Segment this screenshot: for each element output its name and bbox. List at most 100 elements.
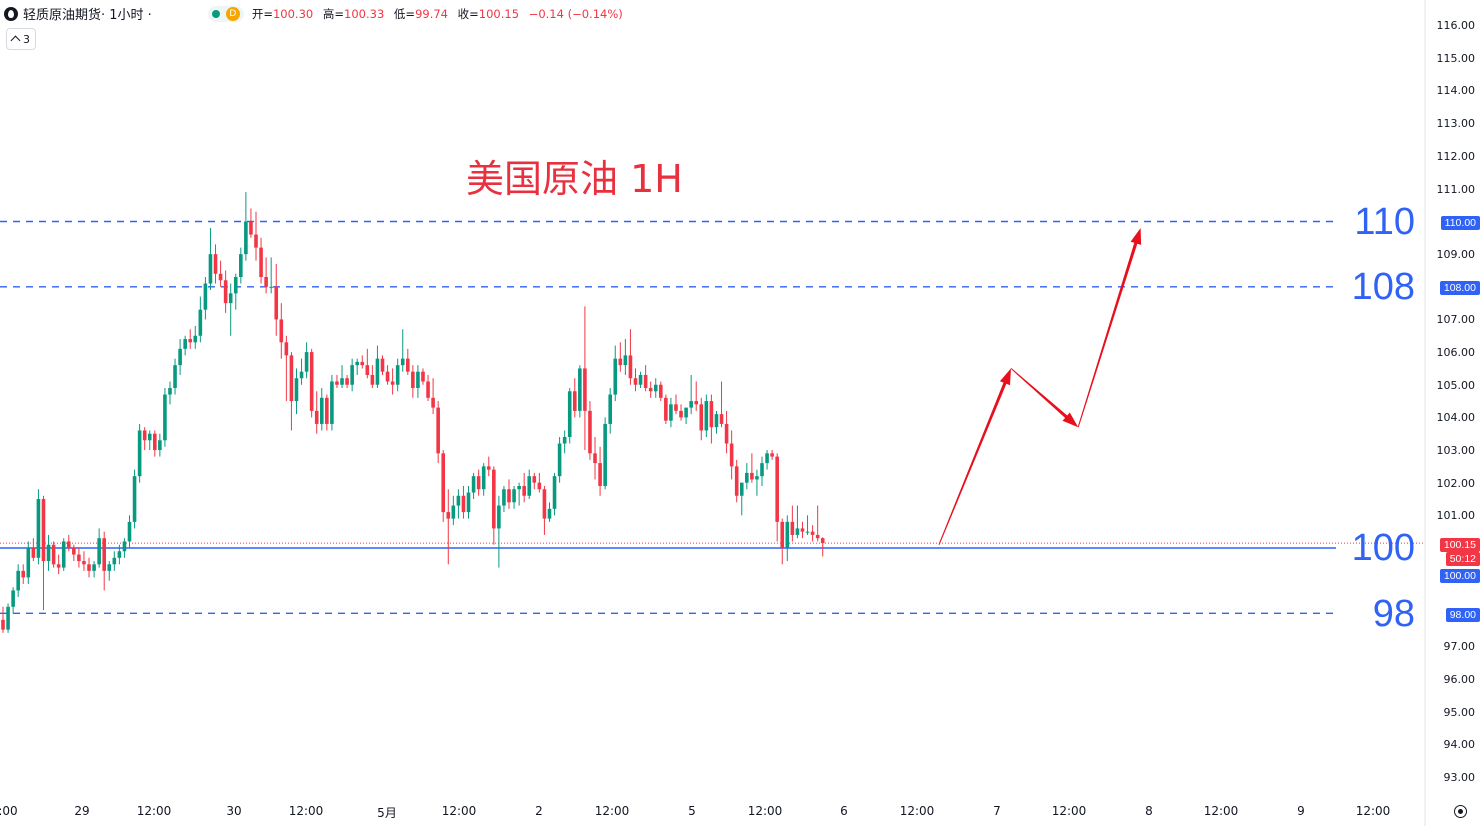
candle-body: [345, 378, 349, 385]
delayed-data-badge: D: [225, 6, 240, 21]
candle-body: [259, 247, 263, 278]
candle-body: [608, 394, 612, 424]
candle-body: [254, 234, 258, 248]
time-tick: 9: [1297, 804, 1305, 818]
time-tick: 12:00: [1355, 804, 1391, 818]
candle-body: [815, 534, 820, 539]
symbol-name[interactable]: 轻质原油期货: [23, 8, 102, 23]
candle-body: [390, 381, 395, 385]
current-price-badge: 100.15: [1439, 538, 1480, 552]
candle-body: [593, 453, 597, 464]
candle-body: [441, 453, 446, 513]
candle-body: [335, 381, 339, 385]
candle-body: [481, 466, 486, 490]
level-label-110[interactable]: 110: [1354, 201, 1415, 243]
candle-body: [719, 414, 724, 424]
market-status-pill[interactable]: D: [207, 5, 244, 22]
candle-body: [319, 397, 324, 424]
time-tick: 2: [535, 804, 543, 818]
candle-body: [714, 414, 719, 428]
candle-body: [456, 495, 461, 506]
candle-body: [193, 335, 198, 343]
interval-label[interactable]: · 1小时 ·: [101, 8, 152, 23]
candle-body: [638, 374, 643, 385]
price-tick: 102.00: [1436, 477, 1476, 490]
candle-body: [385, 371, 390, 382]
candle-body: [137, 430, 142, 477]
candle-body: [213, 254, 218, 274]
candle-body: [228, 293, 233, 304]
candle-body: [340, 378, 344, 385]
candle-body: [684, 407, 688, 418]
candle-body: [497, 505, 501, 529]
projection-arrows-layer: [938, 228, 1142, 545]
candle-body: [426, 381, 430, 398]
axis-settings-gear-icon[interactable]: [1454, 805, 1467, 818]
candle-body: [618, 358, 623, 366]
candle-body: [750, 472, 754, 480]
candle-body: [552, 476, 557, 509]
candle-body: [264, 277, 268, 287]
candle-body: [547, 508, 552, 519]
candle-body: [694, 401, 699, 405]
candle-body: [760, 463, 764, 477]
time-tick: 29: [74, 804, 90, 818]
candle-body: [739, 482, 744, 496]
level-lines-layer: [0, 220, 1425, 614]
candle-body: [249, 221, 253, 235]
candle-body: [218, 273, 223, 281]
candle-body: [583, 368, 587, 411]
candle-body: [431, 397, 435, 408]
candle-body: [562, 436, 567, 444]
candle-body: [92, 564, 96, 571]
time-tick: 5月: [377, 806, 397, 820]
candle-body: [112, 557, 117, 565]
level-label-98[interactable]: 98: [1372, 593, 1415, 635]
price-tick: 112.00: [1436, 150, 1476, 163]
indicators-toggle-button[interactable]: 3: [6, 28, 36, 50]
candle-body: [557, 443, 562, 477]
ohlc-open-label: 开=: [251, 6, 273, 21]
annotation-title[interactable]: 美国原油 1H: [466, 157, 683, 201]
price-tick: 93.00: [1443, 771, 1476, 784]
ohlc-high-label: 高=: [322, 6, 345, 21]
projection-arrow: [1077, 228, 1142, 428]
price-tick: 113.00: [1436, 117, 1476, 130]
candle-body: [512, 489, 516, 503]
price-tick: 109.00: [1436, 248, 1476, 261]
price-tick: 95.00: [1443, 706, 1476, 719]
price-tick: 114.00: [1436, 84, 1476, 97]
candle-body: [158, 440, 162, 451]
price-tick: 106.00: [1436, 346, 1476, 359]
price-tick: 101.00: [1436, 509, 1476, 522]
time-tick: :00: [0, 804, 18, 818]
level-label-108[interactable]: 108: [1351, 266, 1415, 308]
level-price-badge-100: 100.00: [1439, 569, 1480, 583]
candle-body: [466, 492, 471, 513]
candle-body: [810, 531, 815, 535]
candle-body: [244, 221, 248, 255]
candle-body: [704, 401, 709, 431]
candle-body: [775, 456, 779, 522]
candle-body: [820, 538, 825, 544]
candle-body: [724, 423, 729, 444]
candle-body: [173, 365, 177, 389]
candle-body: [790, 521, 795, 535]
candle-body: [41, 499, 46, 562]
candle-body: [623, 355, 628, 366]
candle-body: [416, 371, 420, 389]
candle-body: [486, 466, 491, 470]
candle-body: [451, 505, 456, 519]
ohlc-close-label: 收=: [457, 6, 479, 21]
ohlc-close-value: 100.15: [478, 6, 520, 21]
candle-body: [755, 476, 759, 480]
ohlc-open-value: 100.30: [272, 6, 314, 21]
candle-body: [532, 476, 537, 483]
candle-body: [699, 404, 704, 431]
candle-body: [537, 482, 542, 490]
candle-body: [6, 606, 10, 630]
candle-body: [674, 404, 678, 411]
level-label-100[interactable]: 100: [1351, 527, 1415, 569]
candle-body: [1, 619, 5, 630]
